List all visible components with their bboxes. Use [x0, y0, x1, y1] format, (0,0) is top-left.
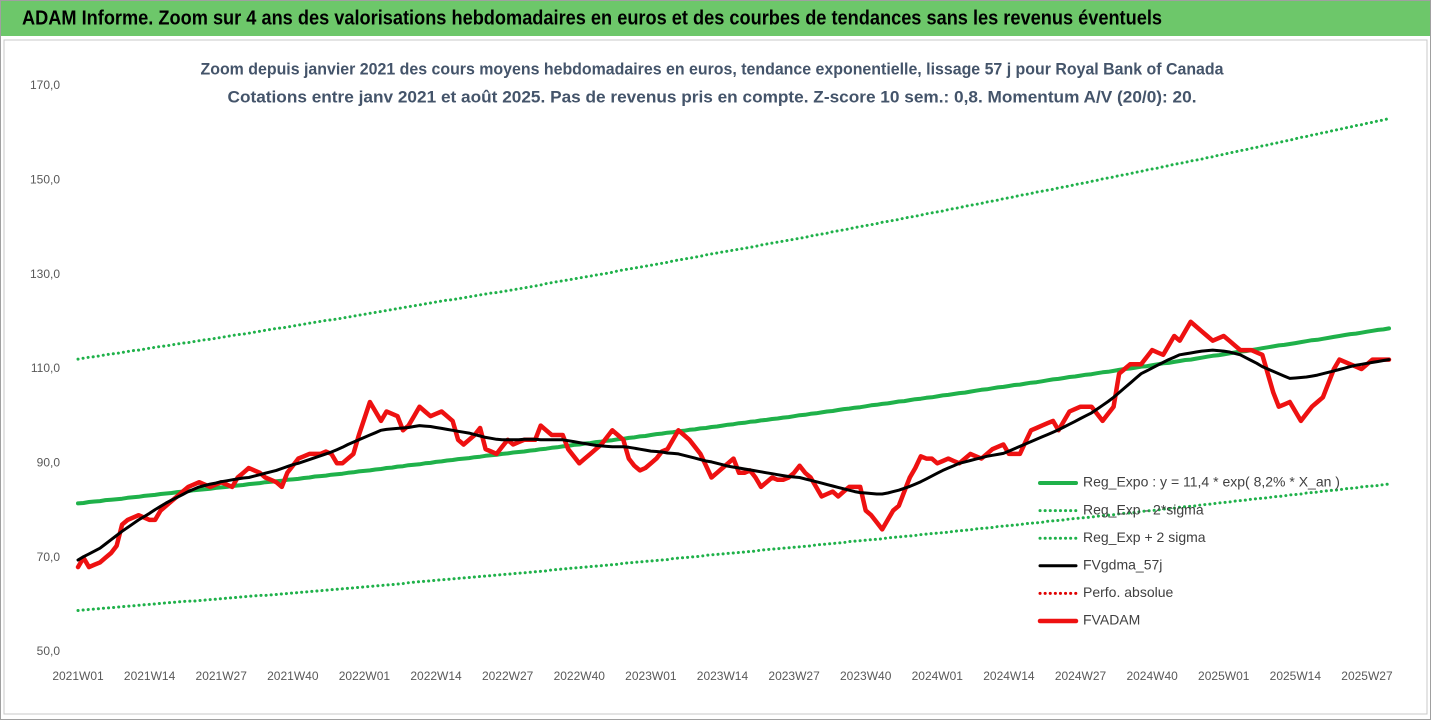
x-tick-label: 2022W01 [339, 669, 391, 683]
x-tick-label: 2023W27 [768, 669, 820, 683]
x-tick-label: 2021W27 [196, 669, 248, 683]
chart-frame [3, 39, 1428, 715]
x-tick-label: 2022W27 [482, 669, 534, 683]
y-tick-label: 90,0 [37, 456, 61, 470]
y-tick-label: 170,0 [30, 78, 60, 92]
legend-label: Reg_Exp - 2*sigma [1083, 501, 1204, 517]
plot-area: 50,0 70,0 90,0 110,0 130,0 150,0 170,0 2021W01 2… [30, 78, 1393, 683]
y-tick-label: 50,0 [37, 644, 61, 658]
legend-label: Reg_Exp + 2 sigma [1083, 529, 1206, 545]
x-tick-label: 2021W01 [52, 669, 104, 683]
series-line [75, 319, 1392, 570]
x-tick-label: 2024W14 [983, 669, 1035, 683]
series-line [76, 348, 1391, 562]
chart-subtitle: Cotations entre janv 2021 et août 2025. … [228, 87, 1197, 106]
x-tick-label: 2024W40 [1126, 669, 1178, 683]
legend-label: FVADAM [1083, 612, 1140, 628]
y-tick-label: 130,0 [30, 267, 60, 281]
x-tick-label: 2024W01 [912, 669, 964, 683]
legend-label: Perfo. absolue [1083, 584, 1173, 600]
legend-label: Reg_Expo : y = 11,4 * exp( 8,2% * X_an ) [1083, 474, 1340, 490]
x-tick-label: 2025W01 [1198, 669, 1250, 683]
x-tick-label: 2025W14 [1270, 669, 1322, 683]
x-tick-label: 2021W40 [267, 669, 319, 683]
x-tick-label: 2022W40 [554, 669, 606, 683]
series-line [76, 326, 1391, 506]
y-tick-label: 70,0 [37, 550, 61, 564]
title-banner [1, 1, 1430, 36]
x-tick-label: 2022W14 [410, 669, 462, 683]
x-tick-label: 2024W27 [1055, 669, 1107, 683]
x-tick-label: 2021W14 [124, 669, 176, 683]
x-tick-label: 2023W14 [697, 669, 749, 683]
legend-label: FVgdma_57j [1083, 557, 1162, 573]
series-line [76, 482, 1391, 612]
x-tick-label: 2023W40 [840, 669, 892, 683]
y-tick-label: 150,0 [30, 173, 60, 187]
y-tick-label: 110,0 [31, 361, 60, 375]
chart-title: Zoom depuis janvier 2021 des cours moyen… [201, 59, 1224, 78]
x-tick-label: 2023W01 [625, 669, 677, 683]
x-tick-label: 2025W27 [1341, 669, 1393, 683]
page-title: ADAM Informe. Zoom sur 4 ans des valoris… [22, 7, 1162, 29]
